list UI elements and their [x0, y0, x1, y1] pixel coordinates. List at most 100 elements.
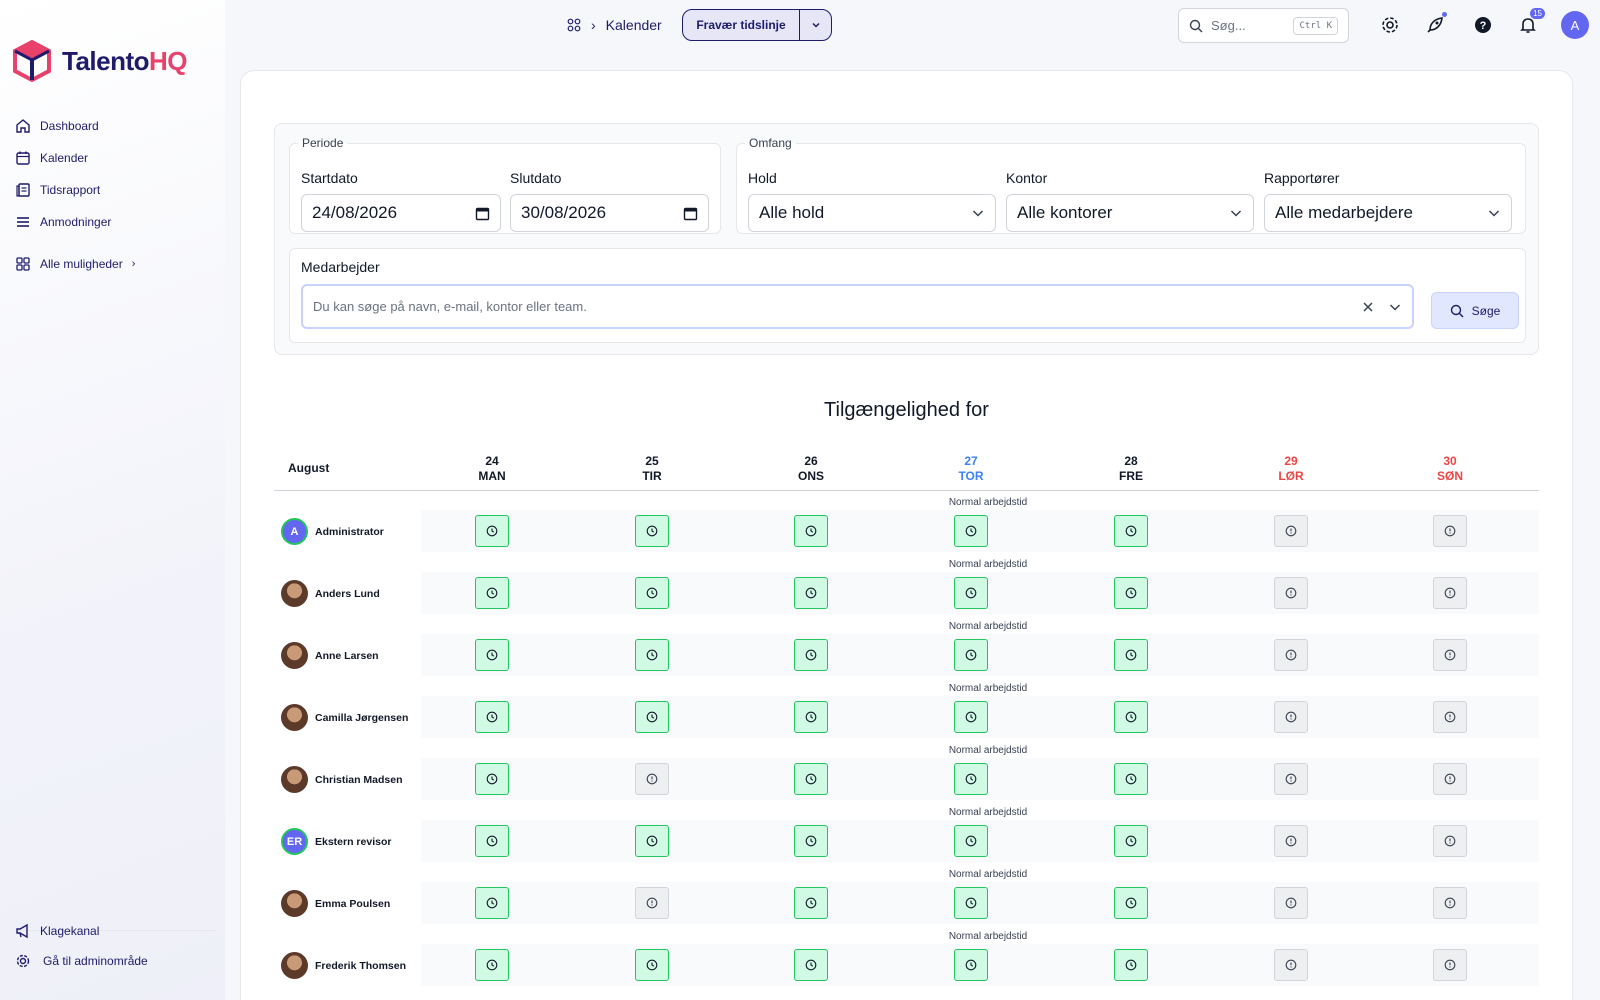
- working-day-cell[interactable]: [954, 701, 988, 733]
- working-day-cell[interactable]: [635, 949, 669, 981]
- office-select[interactable]: Alle kontorer: [1006, 194, 1254, 232]
- working-day-cell[interactable]: [794, 825, 828, 857]
- off-day-cell[interactable]: [1274, 577, 1308, 609]
- working-day-cell[interactable]: [475, 639, 509, 671]
- sidebar: TalentoHQ Dashboard Kalender Tidsrapport…: [0, 0, 225, 1000]
- employee-name[interactable]: Christian Madsen: [281, 766, 403, 793]
- working-day-cell[interactable]: [1114, 701, 1148, 733]
- off-day-cell[interactable]: [1433, 949, 1467, 981]
- working-day-cell[interactable]: [954, 887, 988, 919]
- off-day-cell[interactable]: [1433, 763, 1467, 795]
- working-day-cell[interactable]: [1114, 887, 1148, 919]
- employee-name[interactable]: Camilla Jørgensen: [281, 704, 408, 731]
- working-day-cell[interactable]: [794, 515, 828, 547]
- working-day-cell[interactable]: [954, 639, 988, 671]
- working-day-cell[interactable]: [635, 639, 669, 671]
- whats-new-button[interactable]: [1422, 12, 1448, 38]
- employee-name[interactable]: A Administrator: [281, 518, 384, 545]
- off-day-cell[interactable]: [1274, 825, 1308, 857]
- employee-name[interactable]: Anne Larsen: [281, 642, 379, 669]
- working-day-cell[interactable]: [954, 825, 988, 857]
- off-day-cell[interactable]: [1274, 639, 1308, 671]
- working-day-cell[interactable]: [635, 825, 669, 857]
- working-day-cell[interactable]: [1114, 763, 1148, 795]
- brand-logo[interactable]: TalentoHQ: [12, 40, 188, 82]
- sidebar-item-requests[interactable]: Anmodninger: [15, 206, 215, 238]
- working-day-cell[interactable]: [954, 577, 988, 609]
- sidebar-item-calendar[interactable]: Kalender: [15, 142, 215, 174]
- working-day-cell[interactable]: [954, 515, 988, 547]
- working-day-cell[interactable]: [635, 515, 669, 547]
- working-day-cell[interactable]: [475, 701, 509, 733]
- off-day-cell[interactable]: [635, 763, 669, 795]
- sidebar-item-all-options[interactable]: Alle muligheder ›: [15, 248, 215, 280]
- reporters-select[interactable]: Alle medarbejdere: [1264, 194, 1512, 232]
- off-day-cell[interactable]: [1274, 949, 1308, 981]
- end-date-input[interactable]: 30/08/2026: [510, 194, 709, 232]
- working-day-cell[interactable]: [635, 701, 669, 733]
- view-switcher[interactable]: Fravær tidslinje: [682, 9, 832, 41]
- chevron-down-icon[interactable]: [1388, 300, 1402, 314]
- working-day-cell[interactable]: [1114, 577, 1148, 609]
- chevron-down-icon[interactable]: [799, 10, 831, 40]
- off-day-cell[interactable]: [1274, 515, 1308, 547]
- sidebar-item-complaint-channel[interactable]: Klagekanal: [15, 916, 215, 946]
- start-date-input[interactable]: 24/08/2026: [301, 194, 501, 232]
- off-day-cell[interactable]: [1433, 577, 1467, 609]
- working-day-cell[interactable]: [1114, 515, 1148, 547]
- off-day-cell[interactable]: [1433, 887, 1467, 919]
- working-day-cell[interactable]: [475, 515, 509, 547]
- off-day-cell[interactable]: [1274, 763, 1308, 795]
- working-day-cell[interactable]: [475, 825, 509, 857]
- working-day-cell[interactable]: [475, 763, 509, 795]
- employee-name[interactable]: ER Ekstern revisor: [281, 828, 391, 855]
- sidebar-item-dashboard[interactable]: Dashboard: [15, 110, 215, 142]
- working-day-cell[interactable]: [794, 887, 828, 919]
- sidebar-item-admin-area[interactable]: Gå til adminområde: [15, 946, 215, 976]
- working-day-cell[interactable]: [1114, 639, 1148, 671]
- working-day-cell[interactable]: [954, 949, 988, 981]
- breadcrumb-current[interactable]: Kalender: [605, 17, 662, 33]
- employee-name-label: Anders Lund: [315, 587, 380, 600]
- clock-icon: [646, 711, 658, 723]
- employee-name[interactable]: Emma Poulsen: [281, 890, 390, 917]
- settings-button[interactable]: [1377, 12, 1403, 38]
- team-select[interactable]: Alle hold: [748, 194, 996, 232]
- notifications-button[interactable]: 15: [1515, 8, 1545, 38]
- clock-icon: [486, 649, 498, 661]
- help-button[interactable]: ?: [1470, 12, 1496, 38]
- search-button[interactable]: Søge: [1431, 292, 1519, 329]
- working-day-cell[interactable]: [954, 763, 988, 795]
- working-day-cell[interactable]: [794, 639, 828, 671]
- off-day-cell[interactable]: [1274, 701, 1308, 733]
- working-day-cell[interactable]: [475, 887, 509, 919]
- calendar-icon[interactable]: [475, 206, 490, 221]
- off-day-cell[interactable]: [1433, 639, 1467, 671]
- day-name: MAN: [478, 469, 506, 483]
- employee-name[interactable]: Frederik Thomsen: [281, 952, 406, 979]
- close-icon[interactable]: [1362, 301, 1374, 313]
- calendar-icon[interactable]: [683, 206, 698, 221]
- working-day-cell[interactable]: [794, 701, 828, 733]
- sidebar-item-timesheet[interactable]: Tidsrapport: [15, 174, 215, 206]
- working-day-cell[interactable]: [1114, 949, 1148, 981]
- employee-search-input[interactable]: Du kan søge på navn, e-mail, kontor elle…: [301, 284, 1414, 329]
- day-name: LØR: [1278, 469, 1304, 483]
- employee-name[interactable]: Anders Lund: [281, 580, 380, 607]
- off-day-cell[interactable]: [635, 887, 669, 919]
- user-avatar[interactable]: A: [1561, 11, 1589, 39]
- global-search-input[interactable]: Søg... Ctrl K: [1178, 8, 1349, 43]
- working-day-cell[interactable]: [475, 949, 509, 981]
- working-day-cell[interactable]: [794, 577, 828, 609]
- view-switcher-label[interactable]: Fravær tidslinje: [696, 18, 786, 32]
- working-day-cell[interactable]: [635, 577, 669, 609]
- off-day-cell[interactable]: [1433, 825, 1467, 857]
- working-day-cell[interactable]: [475, 577, 509, 609]
- off-day-cell[interactable]: [1433, 515, 1467, 547]
- off-day-cell[interactable]: [1433, 701, 1467, 733]
- apps-grid-icon[interactable]: [567, 18, 581, 32]
- working-day-cell[interactable]: [1114, 825, 1148, 857]
- working-day-cell[interactable]: [794, 949, 828, 981]
- working-day-cell[interactable]: [794, 763, 828, 795]
- off-day-cell[interactable]: [1274, 887, 1308, 919]
